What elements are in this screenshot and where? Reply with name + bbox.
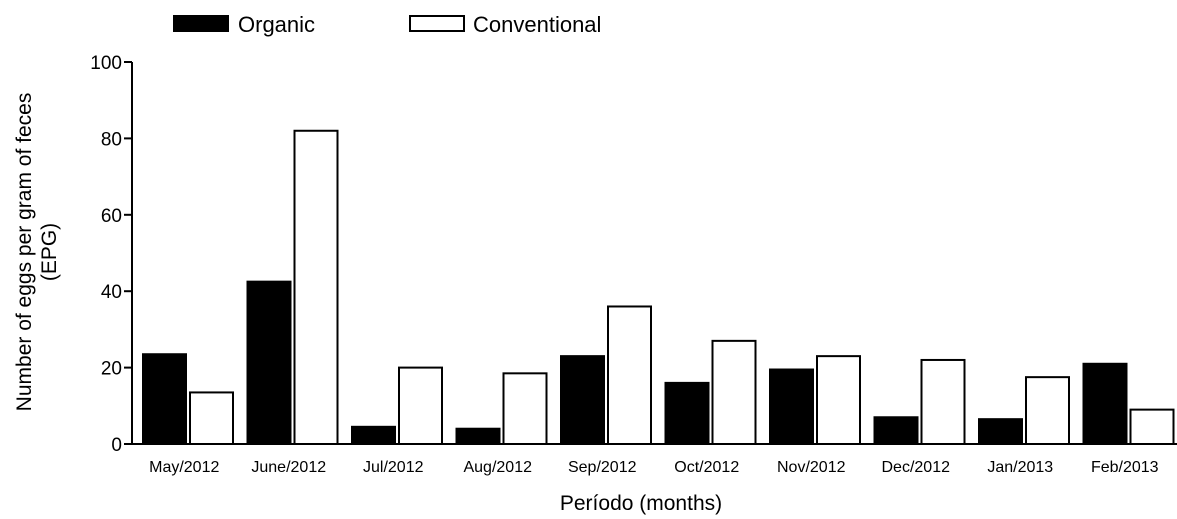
- bar-conventional-9: [1129, 408, 1175, 445]
- x-tick-label: Nov/2012: [777, 459, 846, 476]
- x-tick-label: June/2012: [251, 459, 326, 476]
- bar-conventional-0: [189, 391, 234, 445]
- bar-conventional-6: [816, 355, 861, 446]
- x-axis-title: Período (months): [560, 492, 722, 515]
- bar-organic-1: [246, 280, 292, 445]
- bar-organic-2: [351, 425, 396, 445]
- y-tick-label: 80: [101, 129, 122, 150]
- x-tick-label: Oct/2012: [674, 459, 739, 476]
- bar-organic-7: [873, 416, 919, 446]
- y-tick-label: 20: [101, 359, 122, 380]
- bar-organic-5: [664, 381, 710, 446]
- legend: Organic Conventional: [173, 12, 601, 37]
- legend-swatch-conventional: [409, 15, 465, 32]
- x-tick-label: Jan/2013: [987, 459, 1053, 476]
- x-axis: May/2012 June/2012 Jul/2012 Aug/2012 Sep/201…: [132, 443, 1177, 476]
- bar-organic-8: [978, 418, 1023, 446]
- y-axis: 0 20 40 60 80 100: [90, 53, 133, 456]
- y-axis-title-line-1: Number of eggs per gram of feces: [13, 93, 36, 412]
- y-tick-label: 0: [111, 435, 122, 456]
- bar-conventional-7: [920, 358, 966, 445]
- y-tick-label: 100: [90, 53, 122, 74]
- x-tick-label: Feb/2013: [1091, 459, 1159, 476]
- bar-organic-0: [142, 353, 187, 446]
- bar-conventional-4: [607, 305, 652, 446]
- bars: [142, 129, 1175, 446]
- x-tick-label: Jul/2012: [363, 459, 424, 476]
- legend-label-organic: Organic: [238, 12, 315, 37]
- x-tick-label: Dec/2012: [882, 459, 951, 476]
- bar-organic-9: [1082, 362, 1128, 445]
- bar-conventional-1: [293, 129, 339, 445]
- y-tick-label: 60: [101, 206, 122, 227]
- x-tick-label: Aug/2012: [463, 459, 532, 476]
- y-tick-label: 40: [101, 282, 122, 303]
- bar-conventional-2: [398, 366, 443, 446]
- bar-organic-4: [560, 355, 605, 446]
- y-axis-title-line-2: (EPG): [38, 223, 61, 281]
- bar-conventional-8: [1025, 376, 1070, 445]
- bar-conventional-3: [502, 372, 548, 445]
- bar-organic-3: [455, 427, 501, 446]
- bar-organic-6: [769, 368, 814, 446]
- x-tick-label: Sep/2012: [568, 459, 637, 476]
- legend-swatch-organic: [173, 15, 229, 32]
- legend-label-conventional: Conventional: [473, 12, 601, 37]
- x-tick-label: May/2012: [149, 459, 219, 476]
- bar-conventional-5: [711, 339, 757, 445]
